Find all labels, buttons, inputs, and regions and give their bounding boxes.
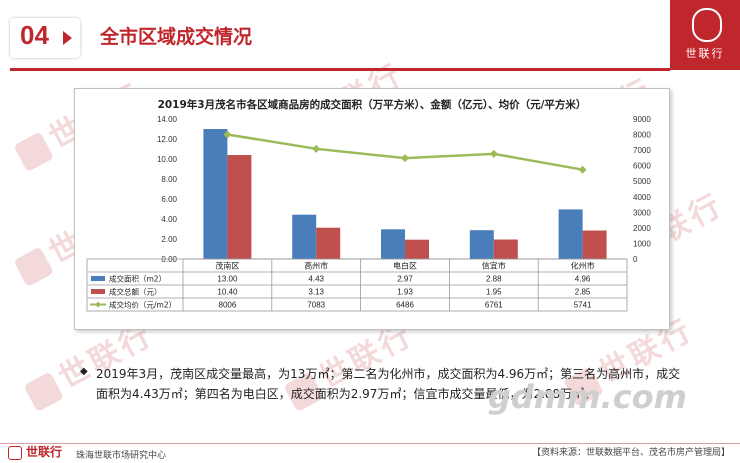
x-axis-tick-label: 高州市 [304, 261, 328, 271]
data-table-cell: 4.96 [575, 275, 591, 284]
footer-divider [0, 443, 740, 444]
data-table-cell: 4.43 [308, 275, 324, 284]
right-axis-tick-label: 2000 [633, 224, 651, 233]
right-axis-tick-label: 1000 [633, 239, 651, 248]
right-axis-tick-label: 8000 [633, 131, 651, 140]
data-table-cell: 2.88 [486, 275, 502, 284]
bar [203, 129, 228, 259]
bar [227, 155, 252, 259]
bar [292, 214, 317, 259]
legend-label: 成交总额（元） [109, 287, 162, 297]
data-table-cell: 6761 [485, 301, 503, 310]
series-line [227, 133, 583, 171]
data-table-cell: 2.85 [575, 288, 591, 297]
legend-label: 成交均价（元/m2） [109, 300, 176, 310]
bar [558, 209, 583, 259]
data-table-cell: 7083 [307, 301, 325, 310]
legend-swatch [91, 276, 105, 281]
bar [405, 239, 429, 259]
bar [493, 239, 518, 259]
right-axis-tick-label: 3000 [633, 208, 651, 217]
brand-seal-icon [8, 445, 22, 460]
brand-logo: 世联行 [670, 0, 740, 70]
brand-name: 世联行 [685, 47, 725, 60]
header-divider [10, 68, 670, 71]
line-point [489, 149, 498, 158]
right-axis-tick-label: 7000 [633, 146, 651, 155]
left-axis-tick-label: 6.00 [161, 195, 177, 204]
x-axis-tick-label: 茂南区 [215, 261, 239, 271]
left-axis-tick-label: 0.00 [161, 255, 177, 264]
right-axis-tick-label: 4000 [633, 193, 651, 202]
left-axis-tick-label: 4.00 [161, 215, 177, 224]
left-axis-tick-label: 8.00 [161, 175, 177, 184]
left-axis-tick-label: 12.00 [157, 135, 178, 144]
data-table-cell: 13.00 [217, 275, 238, 284]
line-point [223, 130, 232, 139]
bar [316, 227, 341, 259]
section-number: 04 [20, 20, 49, 50]
x-axis-tick-label: 信宜市 [482, 261, 506, 271]
legend-swatch-marker [95, 301, 101, 308]
left-axis-tick-label: 2.00 [161, 235, 177, 244]
data-table-cell: 3.13 [308, 288, 324, 297]
data-table-cell: 5741 [574, 301, 592, 310]
page-title: 全市区域成交情况 [100, 26, 253, 48]
line-point [578, 165, 587, 174]
right-axis-tick-label: 9000 [633, 115, 651, 124]
footer-source: 【资料来源：世联数据平台、茂名市房产管理局】 [531, 448, 730, 458]
bullet-icon: ◆ [80, 366, 88, 377]
data-table-cell: 2.97 [397, 275, 413, 284]
legend-label: 成交面积（m2） [109, 274, 166, 284]
line-point [401, 154, 409, 163]
bar [381, 229, 405, 259]
chart-panel: 2019年3月茂名市各区域商品房的成交面积（万平方米）、金额（亿元）、均价（元/… [74, 88, 670, 330]
chart-title: 2019年3月茂名市各区域商品房的成交面积（万平方米）、金额（亿元）、均价（元/… [157, 99, 587, 111]
data-table-cell: 6486 [396, 301, 414, 310]
bar [469, 230, 494, 259]
left-axis-tick-label: 14.00 [157, 115, 178, 124]
data-table-cell: 1.95 [486, 288, 502, 297]
left-axis-tick-label: 10.00 [157, 155, 178, 164]
right-axis-tick-label: 6000 [633, 162, 651, 171]
x-axis-tick-label: 化州市 [571, 261, 595, 271]
data-table-cell: 8006 [219, 301, 237, 310]
footer-brand: 世联行 [8, 443, 62, 460]
x-axis-tick-label: 电白区 [393, 261, 417, 271]
footer-org: 珠海世联市场研究中心 [76, 451, 167, 461]
right-axis-tick-label: 5000 [633, 177, 651, 186]
legend-swatch [91, 289, 105, 294]
bar [582, 230, 607, 259]
brand-seal-icon [692, 8, 722, 42]
data-table-cell: 10.40 [217, 288, 238, 297]
play-arrow-icon [63, 31, 72, 45]
summary-text: 2019年3月，茂南区成交量最高，为13万㎡；第二名为化州市，成交面积为4.96… [96, 367, 681, 401]
data-table-cell: 1.93 [397, 288, 413, 297]
line-point [312, 144, 321, 153]
right-axis-tick-label: 0 [633, 255, 638, 264]
chart-svg: 0.00 2.00 4.00 6.00 8.00 10.00 12.00 14.00 0 1000… [86, 115, 651, 312]
